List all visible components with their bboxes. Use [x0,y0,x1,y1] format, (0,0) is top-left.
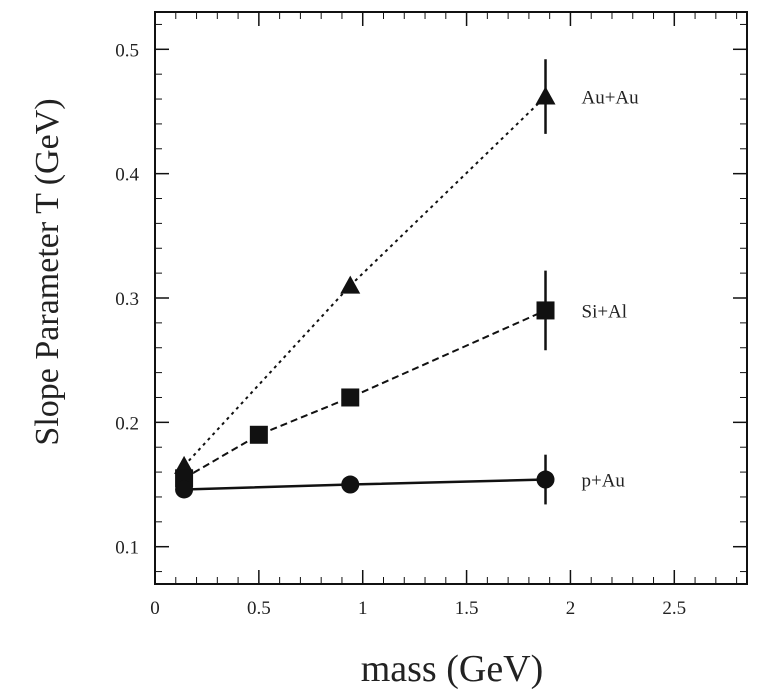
x-tick-label: 2 [566,598,576,619]
series-labels: Au+Au Si+Al p+Au [582,88,640,492]
series-line-circle [184,478,546,491]
data-point-circle [175,480,194,499]
data-point-square [536,301,555,320]
x-tick-label: 1.5 [455,598,479,619]
y-tick-label: 0.1 [115,538,139,559]
data-point-circle [536,470,555,489]
x-tick-label: 0.5 [247,598,271,619]
series-lines [183,95,547,491]
y-tick-label: 0.2 [115,413,139,434]
data-point-square [341,388,360,407]
x-axis-title: mass (GeV) [361,648,544,690]
data-markers [174,86,556,499]
y-tick-label: 0.3 [115,289,139,310]
series-label: p+Au [582,471,626,492]
data-point-triangle [535,86,556,105]
x-tick-label: 2.5 [662,598,686,619]
x-tick-label: 0 [150,598,160,619]
y-tick-label: 0.4 [115,165,139,186]
series-label: Si+Al [582,301,628,322]
data-point-triangle [340,275,361,294]
series-line-triangle [183,95,547,467]
y-tick-label: 0.5 [115,40,139,61]
plot-frame [154,11,748,585]
axis-ticks: 0 0.5 1 1.5 2 2.5 0.1 0.2 0.3 0.4 0.5 [115,12,747,619]
y-axis-title: Slope Parameter T (GeV) [29,98,66,445]
x-tick-label: 1 [358,598,368,619]
series-line-square [183,309,546,480]
data-point-square [249,425,268,444]
data-point-circle [341,475,360,494]
series-label: Au+Au [582,88,640,109]
